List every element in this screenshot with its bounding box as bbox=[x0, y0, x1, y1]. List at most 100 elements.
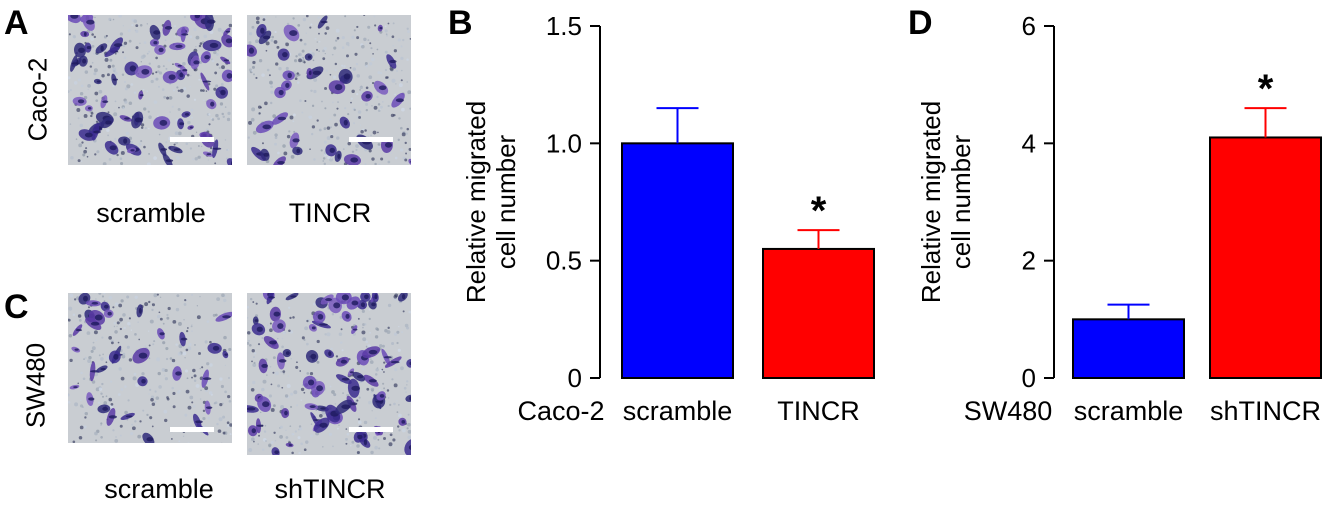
c2-texture bbox=[361, 309, 365, 313]
c2-pore bbox=[383, 371, 385, 373]
c2-texture bbox=[370, 450, 374, 455]
a2-pore bbox=[318, 32, 320, 35]
c1-texture bbox=[228, 399, 232, 403]
a2-texture bbox=[401, 107, 405, 112]
c2-texture bbox=[370, 391, 373, 394]
c2-pore bbox=[251, 349, 255, 353]
c2-texture bbox=[282, 331, 286, 335]
c1-pore bbox=[202, 409, 206, 413]
a2-texture bbox=[292, 17, 295, 20]
d-bar-shtincr bbox=[1209, 136, 1322, 379]
a1-nucleus bbox=[165, 159, 174, 163]
a2-pore bbox=[285, 42, 289, 47]
c1-texture bbox=[190, 424, 192, 427]
micrograph-caco2-tincr bbox=[247, 15, 411, 165]
a1-texture bbox=[211, 118, 215, 121]
a1-texture bbox=[139, 23, 143, 27]
a1-pore bbox=[172, 63, 174, 66]
c2-pore bbox=[383, 436, 387, 440]
c1-pore bbox=[172, 319, 177, 324]
a1-texture bbox=[225, 157, 229, 160]
c1-texture bbox=[191, 324, 193, 326]
a1-texture bbox=[102, 162, 107, 165]
a1-texture bbox=[211, 59, 215, 63]
c2-nucleus bbox=[325, 298, 333, 302]
a1-texture bbox=[177, 131, 182, 136]
c1-texture bbox=[184, 369, 189, 373]
c2-nucleus bbox=[273, 311, 281, 317]
c2-texture bbox=[401, 428, 406, 433]
c2-texture bbox=[260, 411, 262, 414]
c2-texture bbox=[332, 445, 334, 448]
a1-texture bbox=[213, 50, 217, 55]
a2-texture bbox=[272, 114, 277, 118]
c1-nucleus bbox=[108, 415, 117, 419]
c2-texture bbox=[383, 387, 386, 390]
c2-texture bbox=[396, 411, 399, 413]
c2-texture bbox=[266, 374, 268, 376]
c2-nucleus bbox=[317, 314, 324, 320]
a1-nucleus bbox=[159, 119, 168, 126]
c2-nucleus bbox=[277, 323, 284, 330]
a2-texture bbox=[377, 145, 380, 148]
c1-texture bbox=[188, 342, 192, 346]
c1-texture bbox=[165, 346, 169, 351]
a1-texture bbox=[146, 52, 149, 55]
a1-texture bbox=[143, 107, 147, 111]
c2-texture bbox=[272, 356, 276, 360]
a2-nucleus bbox=[410, 160, 411, 163]
a2-pore bbox=[391, 35, 395, 39]
a2-texture bbox=[310, 89, 313, 93]
c2-texture bbox=[374, 335, 379, 339]
c2-texture bbox=[322, 445, 324, 448]
c1-texture bbox=[102, 353, 104, 356]
c1-texture bbox=[166, 313, 169, 317]
a1-texture bbox=[215, 84, 219, 88]
c2-pore bbox=[270, 408, 275, 412]
c1-pore bbox=[171, 358, 176, 363]
c2-texture bbox=[405, 391, 407, 393]
b-bar-scramble bbox=[621, 142, 734, 379]
b-y-axis-label: Relative migratedcell number bbox=[461, 101, 521, 303]
a2-pore bbox=[373, 105, 378, 110]
c2-texture bbox=[392, 444, 394, 447]
a2-texture bbox=[361, 44, 365, 49]
c1-texture bbox=[94, 431, 98, 436]
c2-nucleus bbox=[360, 302, 366, 308]
c1-pore bbox=[119, 317, 123, 322]
a1-texture bbox=[111, 64, 115, 68]
c2-texture bbox=[369, 358, 372, 361]
a1-pore bbox=[89, 65, 93, 68]
a2-pore bbox=[265, 49, 268, 52]
a1-nucleus bbox=[124, 117, 130, 120]
c2-pore bbox=[258, 434, 261, 437]
a1-nucleus bbox=[225, 38, 232, 44]
d-category-label: scramble bbox=[1074, 396, 1184, 426]
a2-texture bbox=[308, 115, 310, 118]
a1-pore bbox=[202, 89, 205, 92]
c1-texture bbox=[159, 296, 162, 299]
c2-texture bbox=[324, 333, 327, 336]
c1-pore bbox=[186, 327, 189, 329]
a1-texture bbox=[133, 19, 138, 23]
c2-nucleus bbox=[268, 296, 275, 299]
a1-texture bbox=[80, 84, 84, 88]
c2-texture bbox=[398, 429, 401, 432]
a1-pore bbox=[93, 35, 97, 39]
c1-texture bbox=[176, 390, 180, 394]
a1-nucleus bbox=[164, 26, 173, 30]
a1-texture bbox=[215, 113, 219, 118]
a2-pore bbox=[283, 151, 288, 156]
a1-nucleus bbox=[173, 148, 181, 151]
micrograph-caco2-scramble bbox=[68, 15, 232, 165]
a1-texture bbox=[120, 161, 124, 165]
c2-nucleus bbox=[269, 340, 278, 345]
a2-texture bbox=[294, 59, 298, 63]
a2-texture bbox=[330, 126, 332, 129]
c1-pore bbox=[156, 293, 159, 296]
a1-texture bbox=[219, 102, 224, 106]
c2-texture bbox=[403, 386, 407, 390]
a1-texture bbox=[199, 61, 203, 65]
c1-texture bbox=[72, 313, 76, 317]
c1-nucleus bbox=[102, 406, 109, 411]
